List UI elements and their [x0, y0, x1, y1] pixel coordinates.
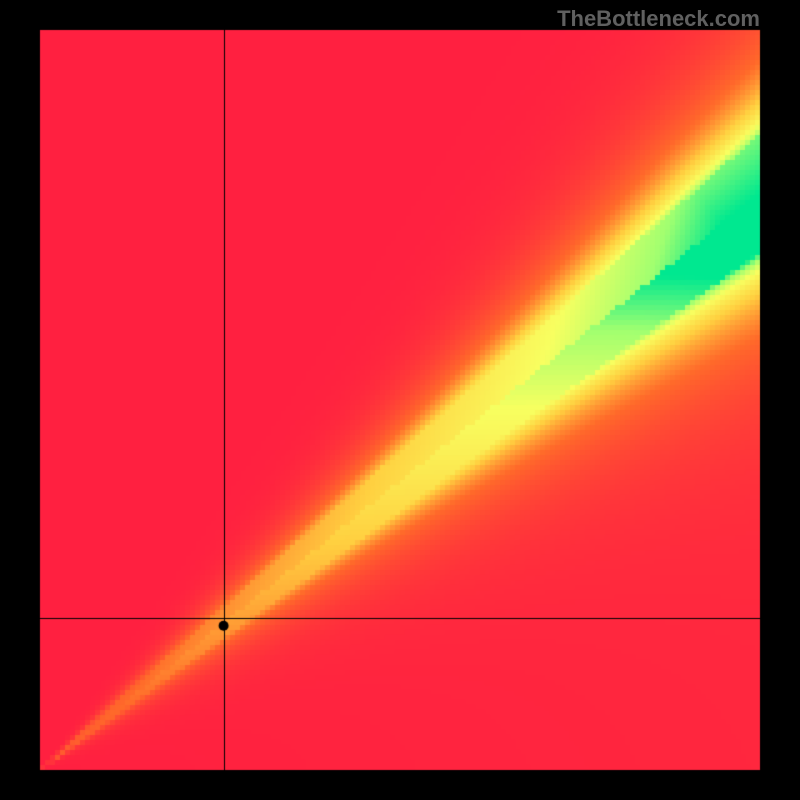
watermark-text: TheBottleneck.com — [557, 6, 760, 32]
chart-container: TheBottleneck.com — [0, 0, 800, 800]
bottleneck-heatmap-canvas — [0, 0, 800, 800]
